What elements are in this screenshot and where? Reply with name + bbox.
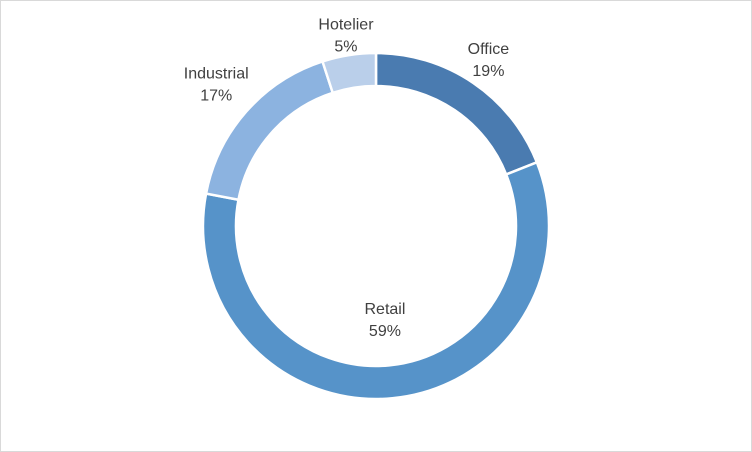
- slice-value-label: 19%: [472, 63, 504, 80]
- donut-slice: [320, 51, 378, 95]
- slice-value-label: 5%: [334, 39, 357, 56]
- donut-slice: [201, 160, 551, 401]
- slice-label: Hotelier: [318, 17, 374, 34]
- slice-label: Office: [468, 41, 510, 58]
- slice-value-label: 59%: [369, 323, 401, 340]
- slice-value-label: 17%: [200, 87, 232, 104]
- slice-label: Industrial: [184, 65, 249, 82]
- slice-label: Retail: [364, 301, 405, 318]
